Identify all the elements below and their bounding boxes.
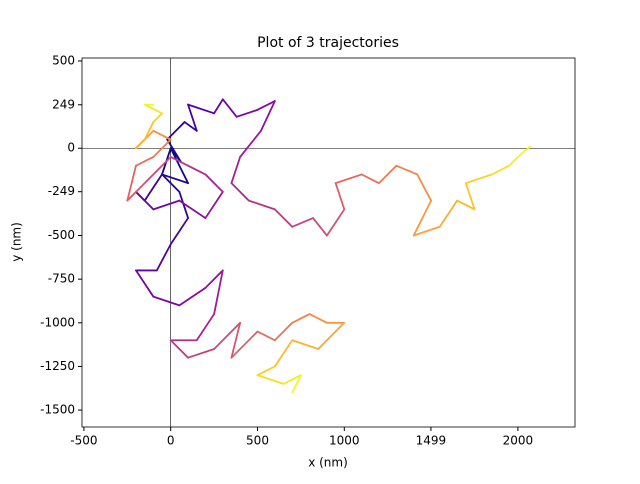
x-tick-label: 500 [246,434,269,448]
trajectory-segment [273,321,294,342]
trajectory-segment [166,138,183,164]
y-tick-label: 0 [67,141,75,155]
y-tick-label: -1500 [40,403,75,417]
trajectory-segment [178,286,207,307]
trajectory-segment [135,156,155,167]
trajectory-segment [143,156,172,185]
trajectory-segment [326,208,346,237]
trajectory-segment [230,321,242,359]
trajectory-segment [143,121,155,141]
y-axis-label: y (nm) [10,222,24,262]
trajectory-segment [378,164,398,185]
y-tick-label: 500 [52,53,75,67]
trajectory-segment [230,330,259,359]
trajectory-segment [221,98,238,118]
trajectory-segment [360,173,380,185]
trajectory-segment [155,243,172,272]
trajectory-segment [273,208,294,228]
trajectory-segment [456,199,476,211]
trajectory-segment [317,321,346,350]
trajectory-segment [395,164,419,176]
trajectory-segment [412,199,432,237]
plot-frame [81,57,576,428]
x-tick-label: 2000 [503,434,534,448]
trajectory-segment [204,190,224,219]
trajectory-segment [438,199,459,228]
trajectory-segment [256,330,276,342]
trajectory-segment [178,190,189,219]
trajectory-segment [247,199,276,211]
trajectory-segment [152,129,172,141]
trajectory-segment [169,156,189,167]
trajectory-segment [235,108,259,118]
trajectory-segment [213,269,224,315]
trajectory-segment [213,321,242,350]
trajectory-segment [126,182,146,202]
trajectory-segment [135,190,155,211]
trajectory-segment [308,313,328,324]
trajectory-segment [256,365,276,377]
trajectory-segment [152,295,181,307]
trajectory-segment [178,199,207,219]
trajectory-segment [260,100,276,132]
y-tick-label: -500 [48,228,75,242]
y-tick-label: 249 [52,97,75,111]
trajectory-segment [135,138,146,150]
trajectory-segment [334,173,363,185]
y-tick-label: -249 [48,184,75,198]
trajectory-segment [161,173,181,193]
trajectory-segment [187,348,216,359]
x-tick-label: 1000 [329,434,360,448]
trajectory-segment [291,374,302,394]
y-tick-label: -1250 [40,359,75,373]
y-tick-label: -1000 [40,315,75,329]
trajectory-segment [204,173,224,193]
x-axis-label: x (nm) [308,456,348,470]
trajectory-segment [508,156,519,167]
trajectory-segment [416,173,432,202]
trajectory-segment [187,103,216,115]
trajectory-segment [166,121,186,141]
trajectory-segment [187,103,198,132]
x-tick-label: -500 [70,434,97,448]
trajectory-segment [464,182,476,211]
trajectory-segment [152,199,181,211]
trajectory-segment [291,339,320,350]
trajectory-segment [464,173,493,185]
x-tick-label: 0 [167,434,175,448]
y-tick-label: -750 [48,272,75,286]
trajectory-segment [239,129,262,158]
trajectory-segment [204,269,224,289]
trajectory-segment [230,182,250,202]
trajectory-segment [152,138,172,158]
trajectory-segment [183,121,198,132]
trajectory-segment [291,313,311,324]
trajectory-segment [490,164,511,176]
trajectory-segment [195,313,216,342]
x-tick-label: 1499 [416,434,447,448]
trajectory-segment [169,339,189,359]
trajectory-segment [230,156,242,185]
trajectory-segment [334,182,346,211]
trajectory-segment [256,374,285,385]
trajectory-segment [273,339,294,368]
trajectory-segment [282,374,302,385]
trajectory-segment [126,164,137,202]
trajectory-segment [152,112,163,123]
trajectory-segment [412,225,441,237]
trajectory-segment [256,100,276,111]
trajectory-segment [169,147,189,185]
trajectory-segment [213,98,224,115]
trajectory-segment [143,173,163,202]
trajectory-segment [143,103,163,115]
trajectory-segment [161,173,189,185]
trajectory-segment [312,217,328,237]
trajectory-segment [169,217,189,246]
chart-title: Plot of 3 trajectories [257,35,399,51]
trajectory-segment [291,217,314,228]
trajectory-segment [187,164,207,176]
trajectory-segment [135,269,155,298]
trajectory-segment [516,145,531,158]
